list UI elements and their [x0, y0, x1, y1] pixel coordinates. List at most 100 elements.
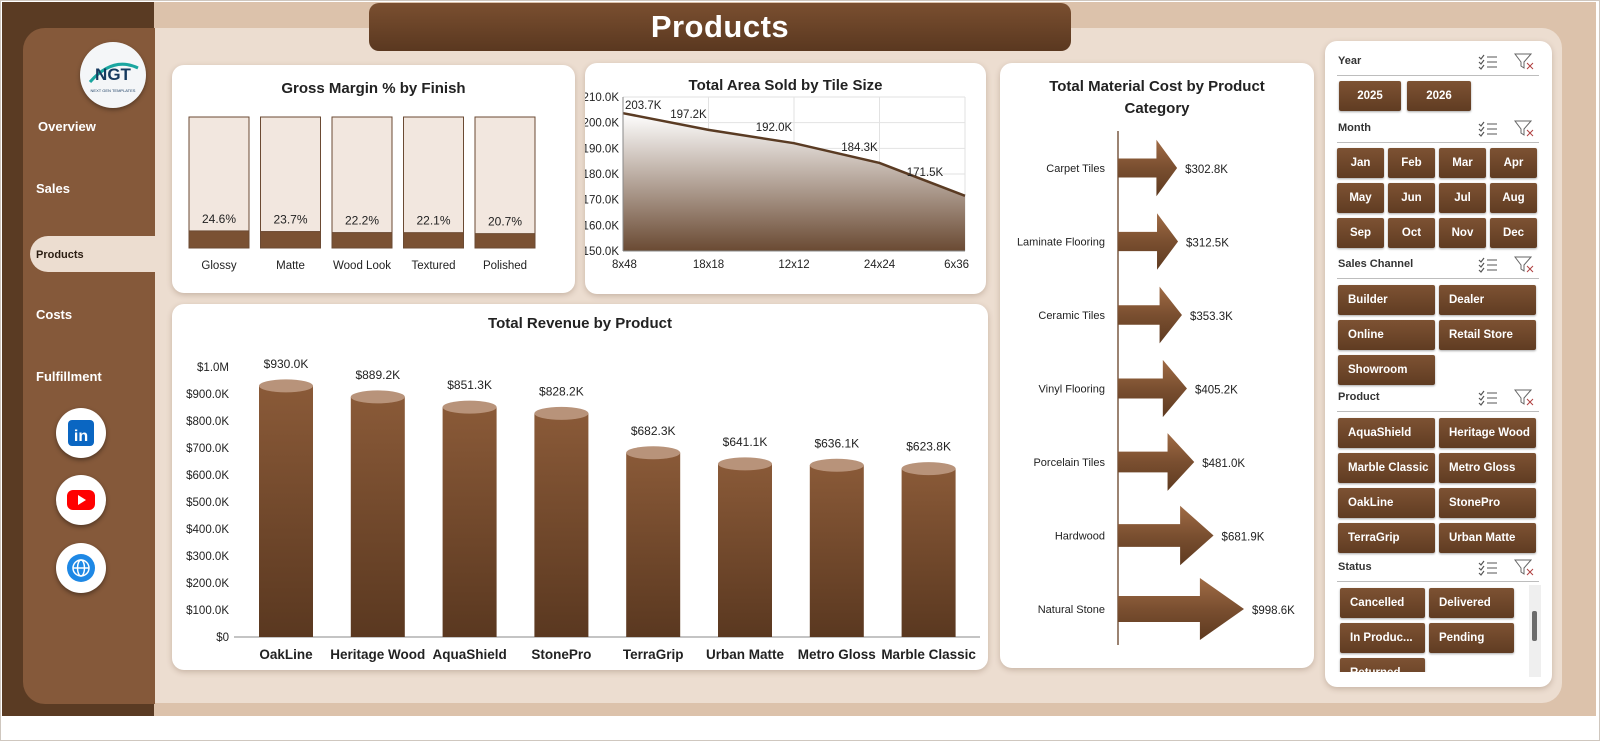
- slicer-month-option[interactable]: Jul: [1439, 183, 1486, 213]
- area-sold-card: Total Area Sold by Tile Size 210.0K 200.0…: [585, 63, 986, 294]
- bar: [474, 233, 536, 249]
- slicer-product-option[interactable]: Heritage Wood: [1439, 418, 1536, 448]
- slicer-month-option[interactable]: Aug: [1490, 183, 1537, 213]
- slicer-month-option[interactable]: Jan: [1337, 148, 1384, 178]
- data-label: $481.0K: [1202, 458, 1245, 470]
- data-label: $828.2K: [539, 384, 584, 398]
- slicer-year-option[interactable]: 2025: [1339, 81, 1401, 111]
- nav-item-label: Fulfillment: [36, 369, 102, 384]
- y-tick-label: Vinyl Flooring: [1039, 384, 1105, 396]
- nav-item-label: Overview: [38, 119, 96, 134]
- slicer-channel-option[interactable]: Retail Store: [1439, 320, 1536, 350]
- x-tick-label: Wood Look: [333, 260, 391, 272]
- bar-top: [350, 390, 405, 404]
- nav-active-highlight: [30, 236, 156, 272]
- slicer-month-option[interactable]: Nov: [1439, 218, 1486, 248]
- bar: [350, 396, 405, 637]
- slicer-product-option[interactable]: TerraGrip: [1338, 523, 1435, 553]
- bar: [718, 463, 772, 637]
- slicer-month-option[interactable]: Oct: [1388, 218, 1435, 248]
- slicer-product-option[interactable]: OakLine: [1338, 488, 1435, 518]
- x-tick-label: TerraGrip: [623, 647, 684, 662]
- clear-filter-icon[interactable]: [1513, 557, 1535, 577]
- y-tick-label: 160.0K: [585, 220, 619, 232]
- slicer-month-option[interactable]: Sep: [1337, 218, 1384, 248]
- clear-filter-icon[interactable]: [1513, 254, 1535, 274]
- data-label: $998.6K: [1252, 605, 1295, 617]
- slicer-channel-option[interactable]: Online: [1338, 320, 1435, 350]
- nav-item-overview[interactable]: Overview: [32, 110, 142, 144]
- data-label: $930.0K: [264, 357, 309, 371]
- bar: [260, 231, 321, 249]
- bar: [626, 452, 681, 637]
- slicer-product-option[interactable]: Urban Matte: [1439, 523, 1536, 553]
- multi-select-icon[interactable]: [1477, 558, 1499, 578]
- slicer-product-label: Product: [1338, 391, 1380, 403]
- slicer-channel-label: Sales Channel: [1338, 258, 1414, 270]
- slicer-status-list: Cancelled Delivered In Produc... Pending…: [1325, 582, 1529, 672]
- slicer-status-option[interactable]: Cancelled: [1340, 588, 1425, 618]
- slicer-product-option[interactable]: Marble Classic: [1338, 453, 1435, 483]
- data-label: 192.0K: [756, 122, 793, 134]
- slicer-month-option[interactable]: May: [1337, 183, 1384, 213]
- slicer-status-option[interactable]: Delivered: [1429, 588, 1514, 618]
- y-tick-label: $1.0M: [197, 362, 229, 374]
- slicer-month-option[interactable]: Apr: [1490, 148, 1537, 178]
- x-tick-label: Marble Classic: [881, 647, 976, 662]
- x-tick-label: Polished: [483, 260, 527, 272]
- slicer-month-option[interactable]: Mar: [1439, 148, 1486, 178]
- slicer-month-option[interactable]: Feb: [1388, 148, 1435, 178]
- y-tick-label: $0: [216, 632, 229, 644]
- website-button[interactable]: [56, 543, 106, 593]
- slicer-product-option[interactable]: StonePro: [1439, 488, 1536, 518]
- slicer-month-option[interactable]: Dec: [1490, 218, 1537, 248]
- x-tick-label: 18x18: [693, 259, 724, 271]
- multi-select-icon[interactable]: [1477, 255, 1499, 275]
- page-title: Products: [369, 3, 1071, 51]
- data-label: $302.8K: [1185, 164, 1228, 176]
- linkedin-button[interactable]: in: [56, 408, 106, 458]
- nav-item-sales[interactable]: Sales: [30, 172, 140, 206]
- y-tick-label: $200.0K: [186, 578, 229, 590]
- multi-select-icon[interactable]: [1477, 52, 1499, 72]
- bar: [403, 232, 464, 249]
- multi-select-icon[interactable]: [1477, 388, 1499, 408]
- slicer-channel-option[interactable]: Builder: [1338, 285, 1435, 315]
- bar-arrow: [1118, 286, 1182, 344]
- nav-item-fulfillment[interactable]: Fulfillment: [30, 360, 140, 394]
- nav-item-label: Products: [36, 249, 84, 261]
- y-tick-label: Ceramic Tiles: [1038, 310, 1105, 322]
- data-label: 24.6%: [202, 212, 236, 226]
- clear-filter-icon[interactable]: [1513, 118, 1535, 138]
- nav-item-costs[interactable]: Costs: [30, 298, 140, 332]
- slicer-product-option[interactable]: AquaShield: [1338, 418, 1435, 448]
- multi-select-icon[interactable]: [1477, 119, 1499, 139]
- slicer-month-label: Month: [1338, 122, 1371, 134]
- status-scrollbar-thumb[interactable]: [1532, 611, 1537, 641]
- slicer-status-option[interactable]: Returned: [1340, 658, 1425, 672]
- bar-arrow: [1118, 139, 1178, 197]
- y-tick-label: $900.0K: [186, 389, 229, 401]
- slicer-status-option[interactable]: Pending: [1429, 623, 1514, 653]
- slicer-channel-option[interactable]: Showroom: [1338, 355, 1435, 385]
- bar: [188, 230, 250, 249]
- y-tick-label: $700.0K: [186, 443, 229, 455]
- area-fill: [623, 113, 965, 251]
- y-tick-label: $400.0K: [186, 524, 229, 536]
- clear-filter-icon[interactable]: [1513, 51, 1535, 71]
- slicer-status-option[interactable]: In Produc...: [1340, 623, 1425, 653]
- youtube-button[interactable]: [56, 475, 106, 525]
- slicer-channel-option[interactable]: Dealer: [1439, 285, 1536, 315]
- slicer-year-option[interactable]: 2026: [1407, 81, 1471, 111]
- bar-arrow: [1118, 433, 1195, 491]
- slicer-product-option[interactable]: Metro Gloss: [1439, 453, 1536, 483]
- linkedin-icon: in: [68, 420, 94, 446]
- gross-margin-chart: 24.6% Glossy 23.7% Matte 22.2% Wood Look 22.1%…: [188, 116, 536, 272]
- slicer-month-option[interactable]: Jun: [1388, 183, 1435, 213]
- globe-icon: [67, 554, 95, 582]
- bar: [809, 465, 864, 637]
- nav-item-products[interactable]: Products: [30, 237, 140, 271]
- revenue-card: Total Revenue by Product $1.0M $900.0K $80…: [172, 304, 988, 670]
- clear-filter-icon[interactable]: [1513, 387, 1535, 407]
